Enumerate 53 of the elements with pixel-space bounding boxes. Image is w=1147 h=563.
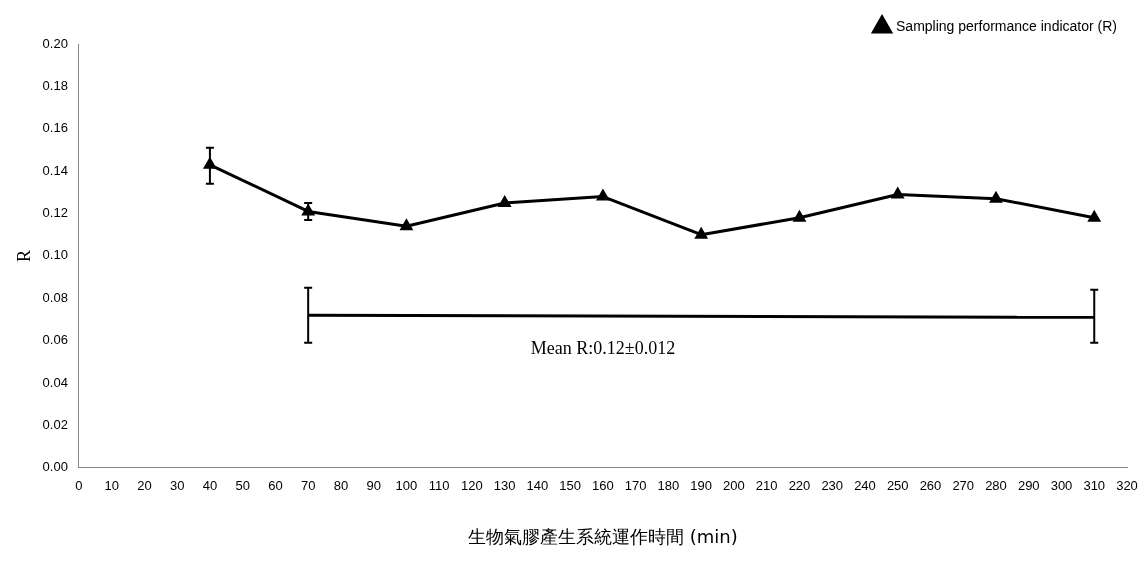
point [400, 219, 413, 231]
x-tick-label: 310 [1083, 478, 1106, 494]
x-tick-label: 50 [235, 478, 250, 494]
y-tick-label: 0.20 [42, 35, 68, 51]
x-tick-label: 30 [169, 478, 185, 494]
x-axis-title: 生物氣膠產生系統運作時間 (min) [468, 525, 738, 547]
x-tick-label: 130 [493, 478, 516, 494]
x-tick-label: 220 [788, 478, 811, 494]
x-tick-label: 170 [624, 478, 647, 494]
x-tick-label: 80 [333, 478, 349, 494]
y-tick-label: 0.16 [42, 120, 68, 136]
x-tick-label: 140 [526, 478, 549, 494]
x-tick-label: 150 [559, 478, 582, 494]
y-axis-title: R [13, 249, 34, 262]
y-tick-label: 0.08 [42, 289, 68, 305]
x-tick-label: 100 [395, 478, 418, 494]
x-tick-label: 190 [690, 478, 713, 494]
x-tick-label: 90 [366, 478, 381, 494]
x-tick-label: 240 [854, 478, 876, 494]
y-tick-label: 0.18 [42, 77, 68, 93]
x-tick-label: 20 [137, 478, 152, 494]
y-tick-label: 0.04 [42, 374, 68, 390]
point [498, 196, 511, 207]
x-tick-label: 290 [1017, 478, 1040, 494]
x-tick-label: 230 [821, 478, 844, 494]
point [891, 187, 904, 199]
x-tick-label: 250 [886, 478, 909, 494]
y-tick-label: 0.00 [42, 459, 68, 475]
annotation: Mean R:0.12±0.012 [530, 337, 676, 358]
x-tick-label: 120 [461, 478, 483, 494]
x-tick-label: 300 [1050, 478, 1073, 494]
legend-label: Sampling performance indicator (R) [896, 17, 1118, 34]
x-tick-label: 260 [919, 478, 942, 494]
x-tick-label: 40 [202, 478, 218, 494]
x-tick-label: 180 [657, 478, 680, 494]
y-tick-label: 0.10 [42, 247, 68, 263]
y-tick-label: 0.06 [42, 332, 68, 348]
point [990, 192, 1002, 203]
x-tick-label: 280 [985, 478, 1007, 494]
x-tick-label: 70 [300, 478, 316, 494]
x-tick-label: 200 [723, 478, 745, 494]
x-tick-label: 0 [75, 478, 83, 494]
y-tick-label: 0.14 [42, 162, 68, 178]
y-tick-label: 0.12 [42, 205, 68, 221]
x-tick-label: 10 [104, 478, 119, 494]
x-tick-label: 60 [268, 478, 283, 494]
point [204, 158, 216, 169]
x-tick-label: 270 [952, 478, 975, 494]
x-tick-label: 210 [755, 478, 778, 494]
y-tick-label: 0.02 [42, 417, 68, 432]
x-tick-label: 110 [428, 478, 450, 494]
x-tick-label: 160 [592, 478, 614, 494]
x-tick-label: 320 [1116, 478, 1138, 494]
